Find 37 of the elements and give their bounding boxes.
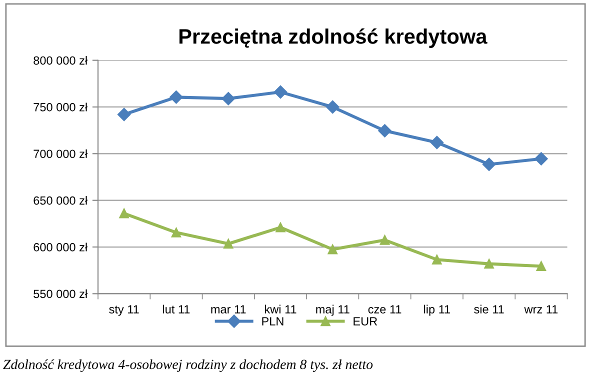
legend-label: PLN — [262, 317, 284, 326]
point — [380, 235, 390, 245]
y-tick-label: 550 000 zł — [34, 289, 88, 298]
point — [224, 238, 234, 249]
point — [328, 244, 338, 254]
y-tick-label: 600 000 zł — [34, 242, 88, 252]
x-tick-label: lip 11 — [424, 304, 450, 316]
x-tick-label: sie 11 — [474, 304, 504, 314]
chart-title: Przeciętna zdolność kredytowa — [179, 28, 488, 48]
legend-label: EUR — [354, 317, 378, 326]
x-tick-label: wrz 11 — [524, 305, 558, 314]
point — [378, 124, 392, 138]
point — [430, 136, 444, 150]
y-tick-label: 700 000 zł — [34, 149, 88, 158]
point — [170, 90, 183, 104]
point — [536, 261, 546, 272]
x-tick-label: kwi 11 — [265, 304, 296, 314]
point — [171, 228, 182, 238]
x-tick-label: sty 11 — [109, 305, 139, 316]
y-tick-label: 800 000 zł — [34, 56, 88, 65]
point — [432, 254, 442, 264]
x-tick-label: mar 11 — [211, 305, 246, 314]
x-tick-label: cze 11 — [368, 305, 402, 314]
point — [119, 208, 129, 218]
point — [117, 108, 131, 122]
text: Zdolność kredytowa 4-osobowej rodziny z dochodem 8 tys. zł netto — [3, 359, 373, 372]
point — [274, 85, 288, 99]
point — [482, 158, 496, 171]
x-tick-label: maj 11 — [316, 304, 350, 316]
point — [484, 258, 494, 269]
point — [326, 100, 340, 114]
x-tick-label: lut 11 — [163, 304, 190, 314]
y-tick-label: 650 000 zł — [34, 196, 88, 205]
point — [222, 92, 235, 106]
y-tick-label: 750 000 zł — [34, 102, 88, 112]
point — [534, 152, 548, 166]
point — [276, 222, 286, 232]
